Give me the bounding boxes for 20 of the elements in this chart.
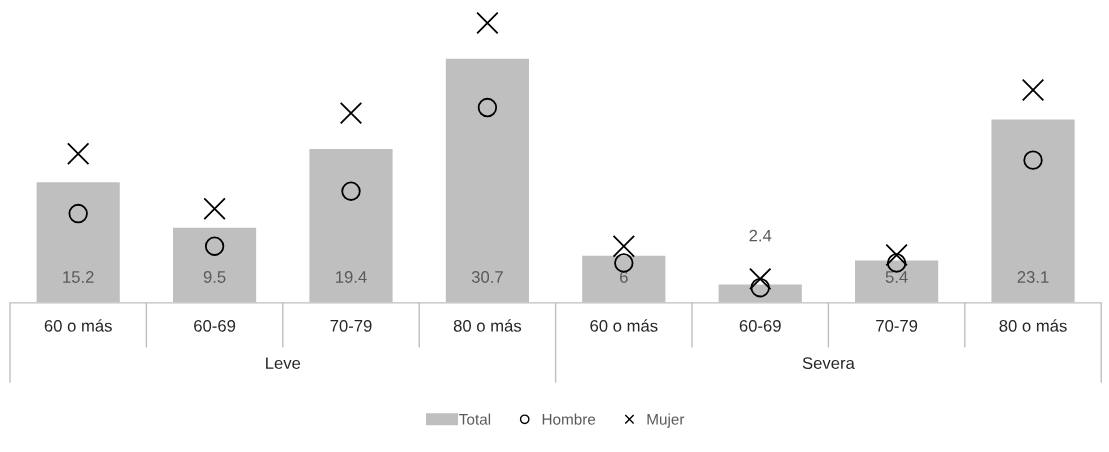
legend-label: Total — [459, 413, 491, 425]
legend-label: Mujer — [647, 413, 685, 428]
x-tick-label: 60-69 — [739, 319, 781, 332]
x-tick-label: 60-69 — [194, 319, 236, 332]
x-tick-label: 80 o más — [453, 319, 522, 332]
data-label: 9.5 — [203, 271, 226, 283]
data-label: 15.2 — [63, 271, 94, 283]
data-label: 23.1 — [1017, 271, 1049, 283]
x-tick-label: 60 o más — [44, 319, 112, 332]
data-label: 19.4 — [336, 271, 367, 283]
legend-label: Hombre — [542, 413, 596, 425]
data-label: 5.4 — [885, 271, 908, 283]
x-tick-label: 70-79 — [876, 319, 918, 332]
x-tick-label: 80 o más — [999, 319, 1067, 332]
data-label: 2.4 — [749, 229, 772, 242]
data-label: 30.7 — [471, 271, 503, 283]
x-tick-label: 70-79 — [330, 319, 372, 332]
text: Leve — [266, 357, 301, 370]
text: Severa — [802, 357, 855, 370]
x-tick-label: 60 o más — [590, 319, 658, 332]
